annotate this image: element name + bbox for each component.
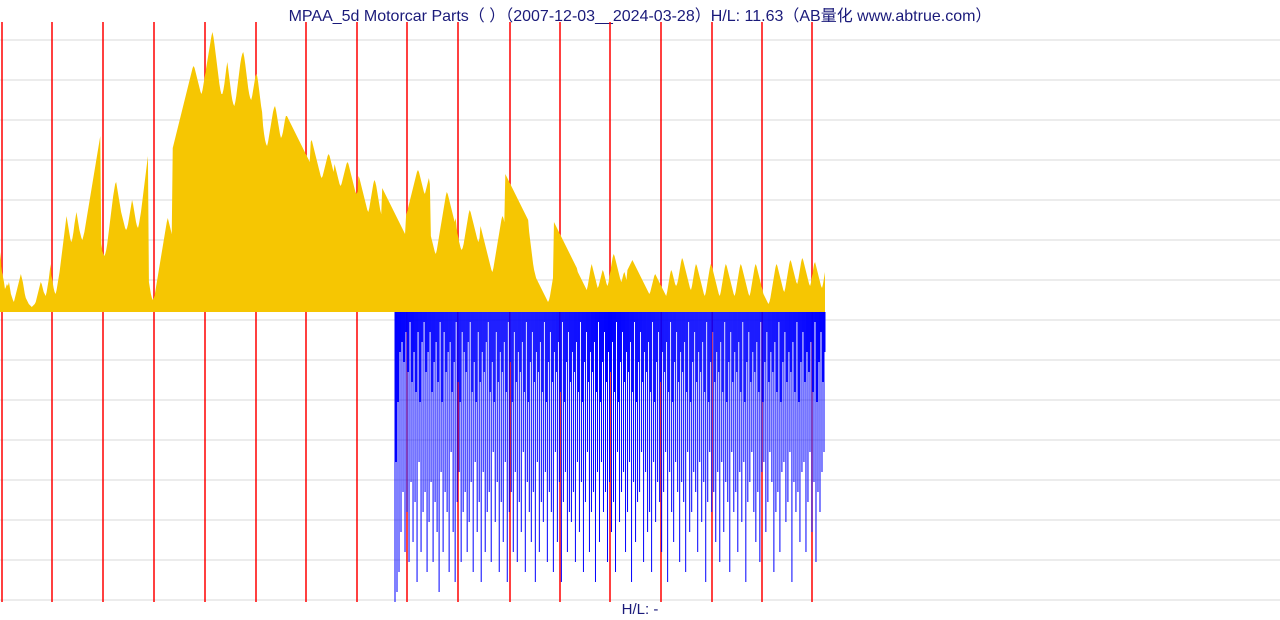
chart-area xyxy=(0,22,1280,602)
chart-footer: H/L: - xyxy=(0,601,1280,618)
chart-svg xyxy=(0,22,1280,602)
